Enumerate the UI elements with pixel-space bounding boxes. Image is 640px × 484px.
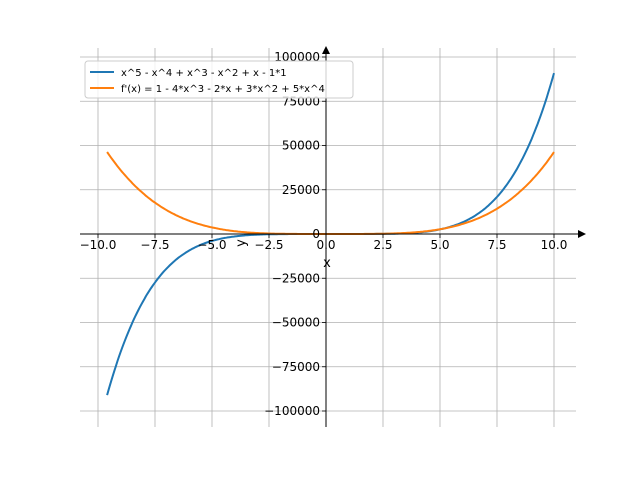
y-tick-label: 25000 — [282, 183, 320, 197]
x-tick-label: 2.5 — [373, 238, 392, 252]
y-tick-label: −25000 — [272, 271, 320, 285]
legend: x^5 - x^4 + x^3 - x^2 + x - 1*1 f'(x) = … — [84, 60, 354, 99]
x-tick-label: −7.5 — [140, 238, 169, 252]
legend-label-1: f'(x) = 1 - 4*x^3 - 2*x + 3*x^2 + 5*x^4 — [121, 84, 325, 95]
x-tick-label: 5.0 — [430, 238, 449, 252]
x-tick-label: 7.5 — [487, 238, 506, 252]
x-tick-label: 10.0 — [541, 238, 568, 252]
y-tick-label: −50000 — [272, 316, 320, 330]
y-axis-label: y — [234, 239, 249, 247]
y-tick-label: −100000 — [264, 404, 320, 418]
x-tick-label: −2.5 — [254, 238, 283, 252]
y-axis-arrow — [322, 46, 330, 54]
y-tick-label: 50000 — [282, 139, 320, 153]
series-line-1 — [106, 151, 555, 235]
legend-box — [84, 60, 354, 99]
x-tick-label: 0.0 — [316, 238, 335, 252]
y-tick-label: −75000 — [272, 360, 320, 374]
x-tick-label: −5.0 — [197, 238, 226, 252]
x-axis-arrow — [578, 230, 586, 238]
y-tick-label: 0 — [312, 227, 320, 241]
legend-label-0: x^5 - x^4 + x^3 - x^2 + x - 1*1 — [121, 68, 287, 79]
x-axis-label: x — [323, 256, 331, 271]
x-tick-label: −10.0 — [80, 238, 117, 252]
axes — [80, 46, 586, 427]
